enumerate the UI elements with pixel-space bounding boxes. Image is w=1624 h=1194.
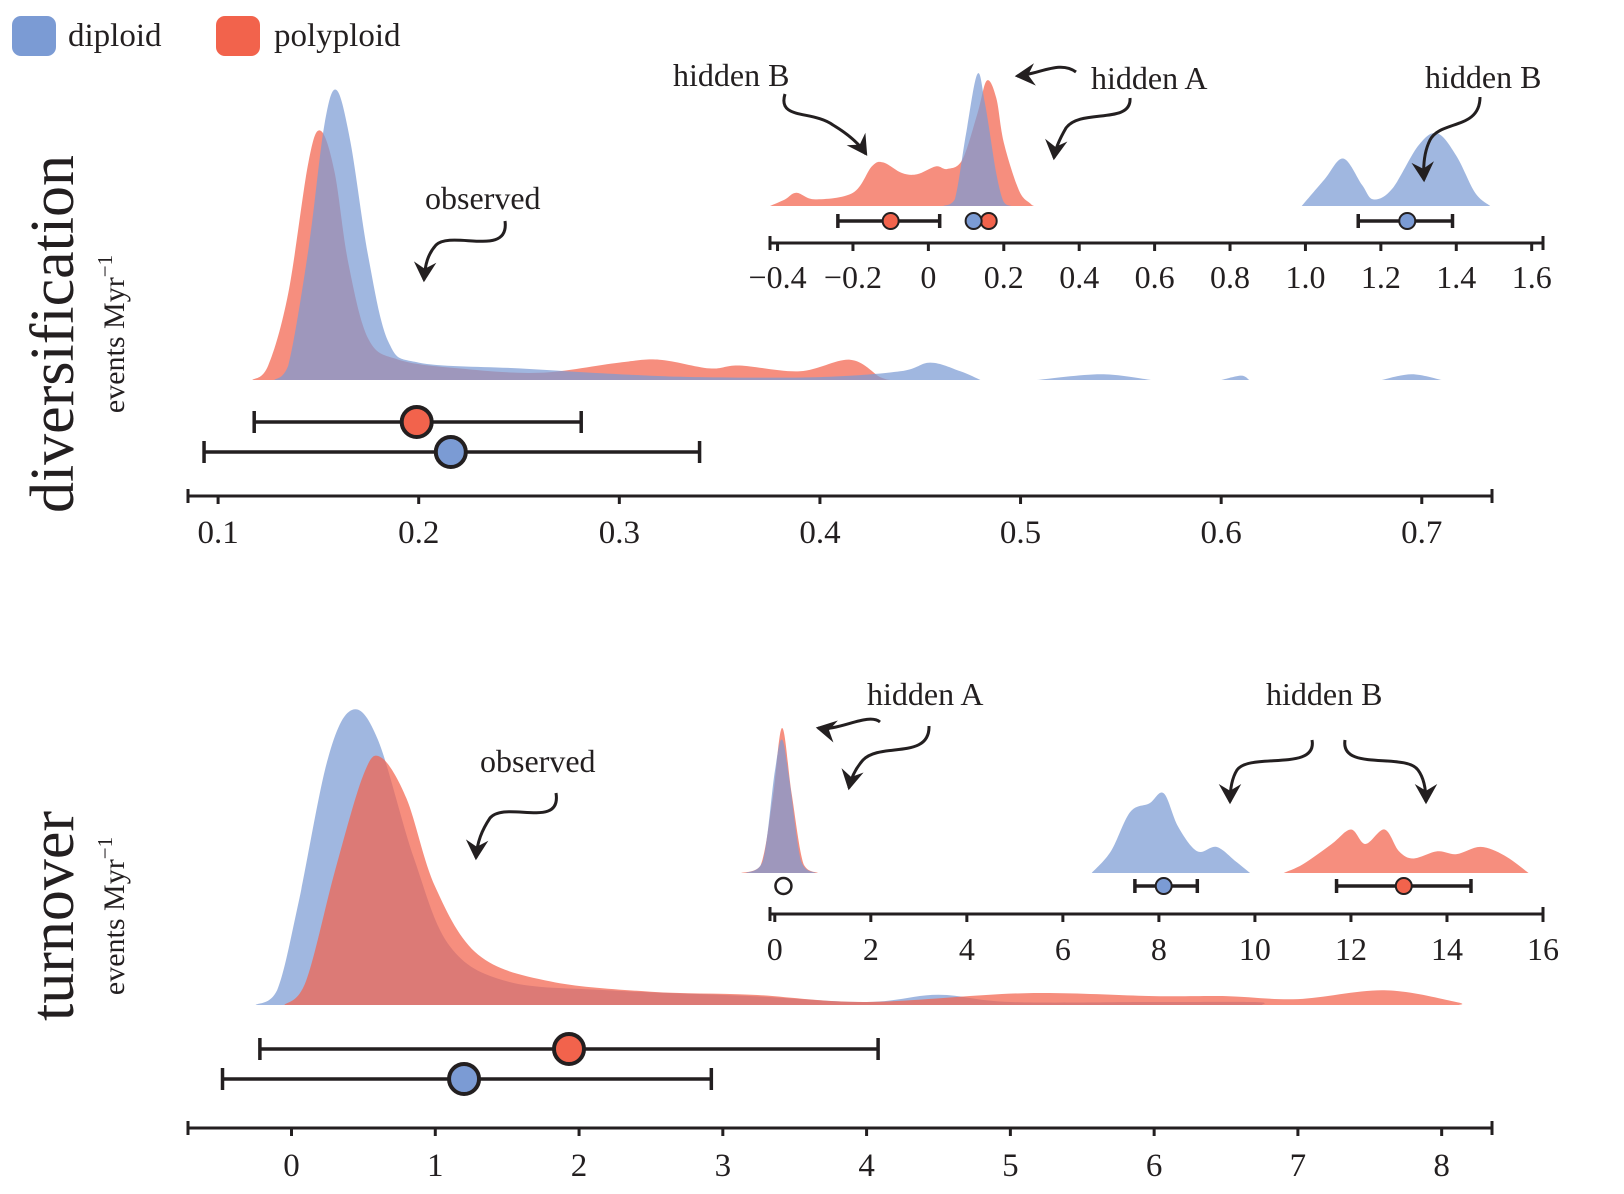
turn-diploid-mean-point [447,1062,482,1096]
div-diploid-mean-point [433,435,468,469]
turn-hidden-a-mean-point [774,876,793,896]
turn-hidden-b-diploid-mean-point [1154,877,1173,895]
legend-swatch-polyploid [216,16,260,56]
div-hidden-tick-label: −0.4 [749,259,807,295]
turn-hidden-tick-label: 8 [1151,931,1167,967]
div-tick-label: 0.2 [398,515,439,551]
turn-observed-label: observed [480,743,596,779]
turn-hidden-b-left-arrow [1218,739,1314,805]
div-tick-label: 0.3 [599,515,640,551]
div-hidden-tick-label: 0.2 [984,259,1024,295]
div-diploid-density-3 [1381,374,1442,380]
turn-hidden-a-arrow [841,725,931,791]
turn-observed-arrow [465,792,558,861]
turn-polyploid-density-0 [284,755,1463,1005]
turn-hidden-a-thin-arrow [815,717,881,743]
turn-hidden-tick-label: 2 [863,931,879,967]
turn-tick-label: 3 [715,1148,732,1184]
legend-label-polyploid: polyploid [274,18,401,54]
turn-hidden-tick-label: 16 [1527,931,1559,967]
turn-tick-label: 8 [1433,1148,1450,1184]
turn-tick-label: 6 [1146,1148,1163,1184]
div-hidden-b-left-label: hidden B [673,57,789,93]
div-hidden-a-arrow [1045,97,1132,161]
div-hidden-diploid-density-1 [1301,133,1491,206]
div-tick-label: 0.5 [1000,515,1041,551]
turn-hidden-diploid-density-0 [745,739,816,873]
div-hidden-tick-label: 1.6 [1512,259,1552,295]
div-hidden-b-diploid-mean-point [1398,212,1417,230]
legend-swatch-diploid [12,16,56,56]
div-hidden-b-left-arrow [782,93,868,156]
div-hidden-a-thin-arrow [1014,63,1077,86]
turn-tick-label: 2 [571,1148,588,1184]
div-hidden-b-right-label: hidden B [1425,59,1541,95]
div-hidden-tick-label: 0.6 [1135,259,1175,295]
div-polyploid-mean-point [399,405,434,439]
turn-hidden-tick-label: 4 [959,931,975,967]
div-hidden-tick-label: −0.2 [824,259,882,295]
div-diploid-density-0 [274,89,981,380]
turn-tick-label: 7 [1290,1148,1307,1184]
div-diploid-density-1 [1036,374,1151,380]
div-hidden-tick-label: 0 [920,259,936,295]
div-hidden-tick-label: 0.8 [1210,259,1250,295]
turn-tick-label: 0 [283,1148,300,1184]
turn-tick-label: 4 [858,1148,875,1184]
legend: diploid polyploid [12,16,401,56]
div-observed-arrow [413,220,507,283]
div-tick-label: 0.7 [1401,515,1442,551]
turn-hidden-b-right-arrow [1343,739,1438,805]
turn-hidden-tick-label: 6 [1055,931,1071,967]
div-hidden-b-right-arrow [1411,96,1482,183]
div-hidden-tick-label: 1.0 [1285,259,1325,295]
div-tick-label: 0.4 [799,515,840,551]
diversification-observed-chart: 0.1 0.2 0.3 0.4 0.5 0.6 0.7 [186,89,1494,551]
div-observed-label: observed [425,180,541,216]
diversification-unit: events Myr−1 [93,255,131,413]
div-hidden-tick-label: 1.2 [1361,259,1401,295]
turnover-unit: events Myr−1 [93,837,131,995]
diversification-hidden-chart: −0.4 −0.2 0 0.2 0.4 0.6 0.8 1.0 1.2 1.4 1.6 [749,73,1552,295]
div-hidden-a-polyploid-mean-point [979,212,998,230]
legend-label-diploid: diploid [68,18,162,54]
turn-hidden-tick-label: 12 [1335,931,1367,967]
turn-hidden-tick-label: 14 [1431,931,1463,967]
diversification-title: diversification [19,155,87,513]
div-hidden-a-label: hidden A [1091,60,1207,96]
turn-hidden-diploid-density-1 [1091,792,1251,873]
div-hidden-a-diploid-mean-point [964,212,983,230]
div-hidden-tick-label: 1.4 [1436,259,1476,295]
turnover-title: turnover [19,811,87,1021]
div-hidden-tick-label: 0.4 [1059,259,1099,295]
div-hidden-diploid-density-0 [943,73,1012,206]
turn-polyploid-mean-point [551,1032,586,1066]
turn-tick-label: 5 [1002,1148,1019,1184]
turn-hidden-tick-label: 0 [767,931,783,967]
div-tick-label: 0.6 [1201,515,1242,551]
turn-hidden-polyploid-density-1 [1283,829,1529,873]
div-tick-label: 0.1 [197,515,238,551]
turn-tick-label: 1 [427,1148,444,1184]
turn-hidden-b-label: hidden B [1266,676,1382,712]
turn-hidden-a-label: hidden A [867,676,983,712]
turn-hidden-b-polyploid-mean-point [1394,877,1413,895]
turn-hidden-tick-label: 10 [1239,931,1271,967]
div-diploid-density-2 [1221,375,1250,380]
div-hidden-b-polyploid-mean-point [881,212,900,230]
turnover-hidden-chart: 0 2 4 6 8 10 12 14 16 [741,727,1559,967]
